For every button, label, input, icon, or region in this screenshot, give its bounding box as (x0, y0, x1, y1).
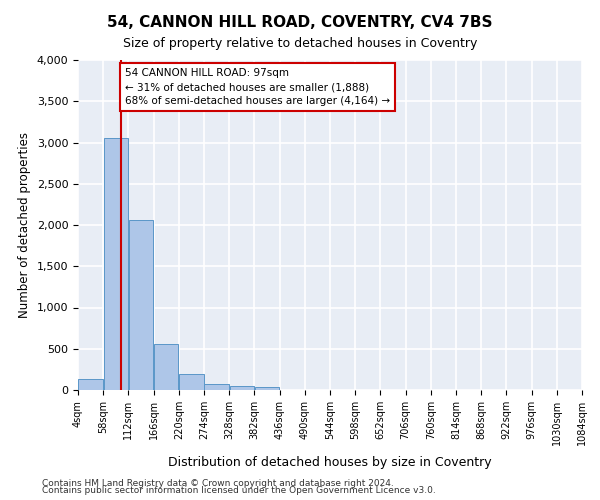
Bar (104, 138, 128, 390)
Bar (230, 386, 254, 390)
Bar (129, 220, 153, 390)
Text: Contains HM Land Registry data © Crown copyright and database right 2024.: Contains HM Land Registry data © Crown c… (42, 478, 394, 488)
Bar (255, 387, 279, 390)
X-axis label: Distribution of detached houses by size in Coventry: Distribution of detached houses by size … (168, 456, 492, 469)
Bar (179, 374, 203, 390)
Text: 54, CANNON HILL ROAD, COVENTRY, CV4 7BS: 54, CANNON HILL ROAD, COVENTRY, CV4 7BS (107, 15, 493, 30)
Text: 54 CANNON HILL ROAD: 97sqm
← 31% of detached houses are smaller (1,888)
68% of s: 54 CANNON HILL ROAD: 97sqm ← 31% of deta… (125, 68, 390, 106)
Bar (79, 380, 103, 390)
Text: Size of property relative to detached houses in Coventry: Size of property relative to detached ho… (123, 38, 477, 51)
Y-axis label: Number of detached properties: Number of detached properties (18, 132, 31, 318)
Bar (205, 384, 229, 390)
Text: Contains public sector information licensed under the Open Government Licence v3: Contains public sector information licen… (42, 486, 436, 495)
Bar (154, 344, 178, 390)
